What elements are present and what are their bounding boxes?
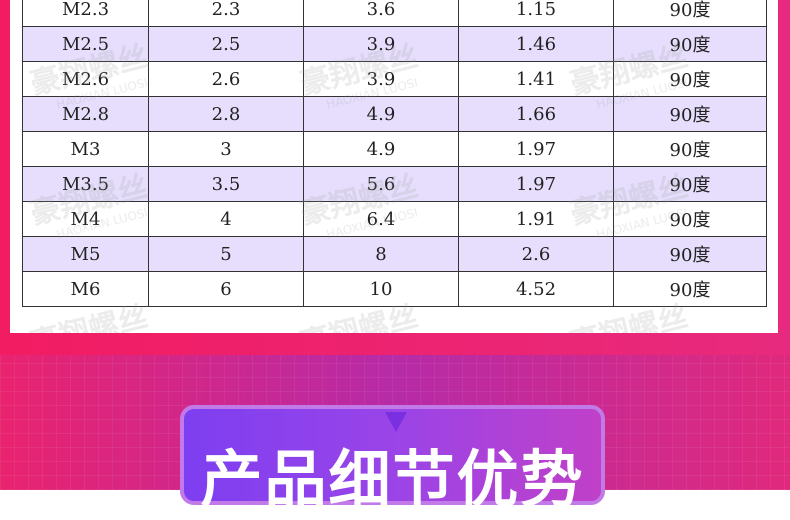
table-cell: 1.46 (458, 26, 614, 62)
table-row: M3.5 3.5 5.6 1.97 90度 (22, 166, 767, 202)
table-cell: 1.97 (458, 131, 614, 167)
section-title: 产品细节优势 (200, 443, 585, 516)
table-row: M2.8 2.8 4.9 1.66 90度 (22, 96, 767, 132)
table-cell: 90度 (613, 271, 767, 307)
table-cell: M4 (22, 201, 149, 237)
table-cell: M3.5 (22, 166, 149, 202)
table-cell: M2.8 (22, 96, 149, 132)
table-cell: M2.5 (22, 26, 149, 62)
table-row: M3 3 4.9 1.97 90度 (22, 131, 767, 167)
table-cell: 6.4 (303, 201, 459, 237)
table-cell: 1.97 (458, 166, 614, 202)
table-cell: 90度 (613, 236, 767, 272)
table-cell: M2.6 (22, 61, 149, 97)
table-cell: 1.41 (458, 61, 614, 97)
table-row: M4 4 6.4 1.91 90度 (22, 201, 767, 237)
table-cell: 5.6 (303, 166, 459, 202)
table-cell: 90度 (613, 96, 767, 132)
table-cell: 2.8 (148, 96, 304, 132)
table-cell: 1.91 (458, 201, 614, 237)
table-row: M2.5 2.5 3.9 1.46 90度 (22, 26, 767, 62)
table-row: M5 5 8 2.6 90度 (22, 236, 767, 272)
table-cell: 2.3 (148, 0, 304, 27)
table-row: M2.6 2.6 3.9 1.41 90度 (22, 61, 767, 97)
table-cell: 3.6 (303, 0, 459, 27)
table-cell: 6 (148, 271, 304, 307)
spec-table: M2.3 2.3 3.6 1.15 90度 M2.5 2.5 3.9 1.46 90度 M2.6 2.… (22, 0, 767, 307)
table-cell: M2.3 (22, 0, 149, 27)
table-cell: 90度 (613, 61, 767, 97)
table-cell: M5 (22, 236, 149, 272)
table-cell: 4.9 (303, 131, 459, 167)
table-cell: 3.9 (303, 26, 459, 62)
page: M2.3 2.3 3.6 1.15 90度 M2.5 2.5 3.9 1.46 90度 M2.6 2.… (0, 0, 790, 505)
table-cell: 2.6 (148, 61, 304, 97)
table-cell: 1.15 (458, 0, 614, 27)
table-cell: 90度 (613, 0, 767, 27)
table-cell: 90度 (613, 131, 767, 167)
table-cell: 90度 (613, 201, 767, 237)
table-cell: 8 (303, 236, 459, 272)
table-row: M6 6 10 4.52 90度 (22, 271, 767, 307)
table-cell: 90度 (613, 26, 767, 62)
table-cell: 5 (148, 236, 304, 272)
table-cell: M3 (22, 131, 149, 167)
table-cell: 3.5 (148, 166, 304, 202)
table-cell: 4 (148, 201, 304, 237)
table-cell: 3 (148, 131, 304, 167)
table-cell: 2.6 (458, 236, 614, 272)
table-cell: 3.9 (303, 61, 459, 97)
table-panel: M2.3 2.3 3.6 1.15 90度 M2.5 2.5 3.9 1.46 90度 M2.6 2.… (10, 0, 778, 333)
table-row: M2.3 2.3 3.6 1.15 90度 (22, 0, 767, 27)
table-cell: 4.9 (303, 96, 459, 132)
banner-notch (385, 412, 407, 432)
table-cell: 90度 (613, 166, 767, 202)
table-cell: 1.66 (458, 96, 614, 132)
table-cell: 2.5 (148, 26, 304, 62)
table-cell: 10 (303, 271, 459, 307)
table-cell: 4.52 (458, 271, 614, 307)
table-cell: M6 (22, 271, 149, 307)
